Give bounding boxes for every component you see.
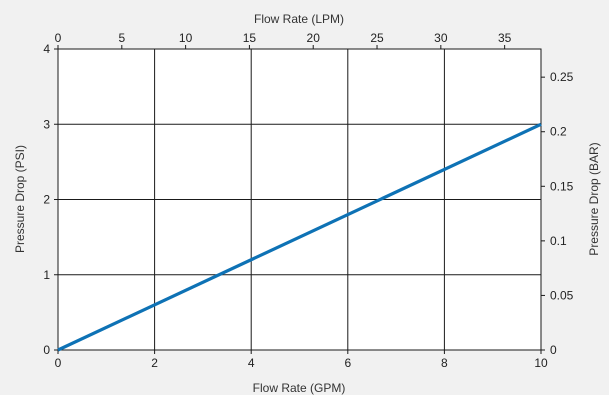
series-layer <box>57 122 542 352</box>
bottom-tick-label: 6 <box>344 356 351 370</box>
top-tick-label: 35 <box>498 31 512 45</box>
top-tick-label: 20 <box>307 31 321 45</box>
top-tick-label: 25 <box>370 31 384 45</box>
bottom-tick-label: 4 <box>248 356 255 370</box>
right-tick-label: 0.2 <box>550 125 567 139</box>
tick-labels: 0 2 4 6 8 100 5 10 15 20 25 30 350123400.050.10.150.… <box>43 31 573 370</box>
series-line <box>57 122 542 352</box>
top-tick-label: 15 <box>243 31 257 45</box>
bottom-axis-title: Flow Rate (GPM) <box>253 381 346 395</box>
top-tick-label: 0 <box>55 31 62 45</box>
top-tick-label: 10 <box>179 31 193 45</box>
left-tick-label: 0 <box>43 343 50 357</box>
right-tick-label: 0 <box>550 343 557 357</box>
grid-lines <box>58 49 541 350</box>
left-axis-title: Pressure Drop (PSI) <box>13 145 27 253</box>
bottom-tick-label: 2 <box>151 356 158 370</box>
left-tick-label: 2 <box>43 193 50 207</box>
right-tick-label: 0.15 <box>550 179 574 193</box>
tick-marks <box>54 45 545 354</box>
bottom-tick-label: 10 <box>534 356 548 370</box>
left-tick-label: 3 <box>43 117 50 131</box>
left-tick-label: 4 <box>43 42 50 56</box>
bottom-tick-label: 8 <box>441 356 448 370</box>
top-axis-title: Flow Rate (LPM) <box>254 12 344 26</box>
bottom-tick-label: 0 <box>55 356 62 370</box>
right-tick-label: 0.05 <box>550 288 574 302</box>
top-tick-label: 30 <box>434 31 448 45</box>
right-tick-label: 0.25 <box>550 70 574 84</box>
right-axis-title: Pressure Drop (BAR) <box>587 142 601 255</box>
top-tick-label: 5 <box>118 31 125 45</box>
right-tick-label: 0.1 <box>550 234 567 248</box>
left-tick-label: 1 <box>43 268 50 282</box>
